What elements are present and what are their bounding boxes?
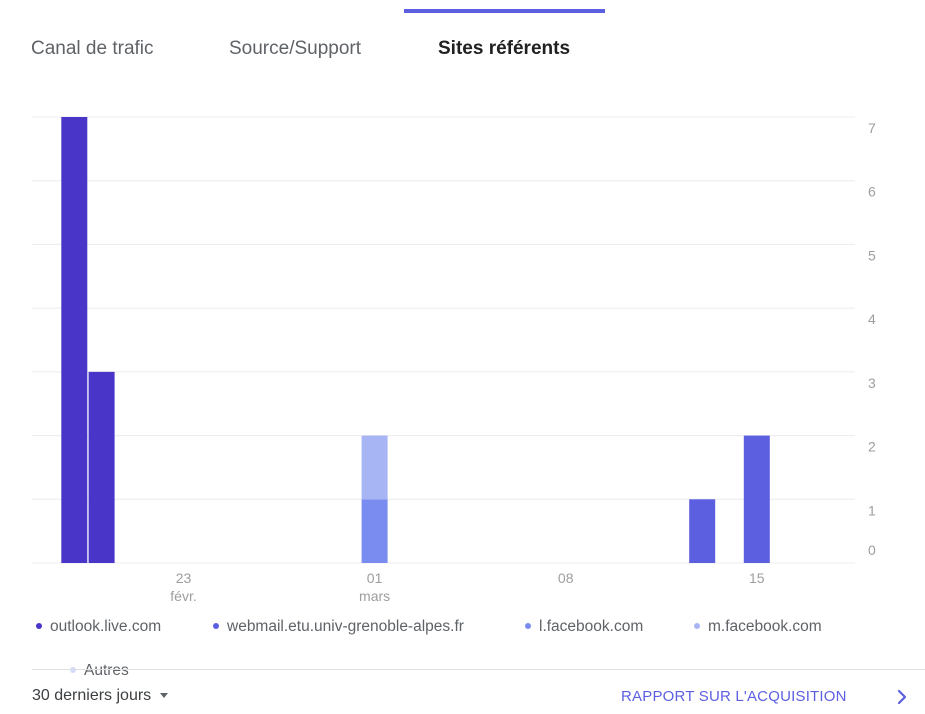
y-tick-label: 1 — [868, 502, 876, 518]
date-range-selector[interactable]: 30 derniers jours — [32, 687, 169, 705]
date-range-label: 30 derniers jours — [32, 687, 152, 704]
bar-segment — [689, 499, 716, 563]
y-tick-label: 4 — [868, 311, 876, 327]
legend-label: outlook.live.com — [50, 618, 162, 635]
y-tick-label: 0 — [868, 542, 876, 558]
tab-source-medium[interactable]: Source/Support — [229, 38, 362, 59]
chart-legend: outlook.live.com webmail.etu.univ-grenob… — [36, 618, 896, 688]
legend-dot-m-facebook — [694, 622, 700, 629]
legend-label: webmail.etu.univ-grenoble-alpes.fr — [227, 618, 464, 635]
y-tick-label: 6 — [868, 184, 876, 200]
x-tick-sublabel: mars — [359, 588, 390, 604]
x-tick-label: 01 — [367, 570, 383, 586]
bar-segment — [361, 435, 388, 500]
legend-item-autres[interactable]: Autres — [70, 662, 129, 680]
x-tick-label: 23 — [176, 570, 192, 586]
y-tick-label: 7 — [868, 120, 876, 136]
legend-label: l.facebook.com — [539, 618, 644, 635]
y-tick-label: 5 — [868, 247, 876, 263]
legend-item-l-facebook[interactable]: l.facebook.com — [525, 618, 643, 636]
bar-segment — [743, 435, 770, 563]
y-tick-label: 2 — [868, 439, 876, 455]
tab-traffic-channel[interactable]: Canal de trafic — [31, 38, 154, 59]
bar-segment — [361, 499, 388, 563]
y-tick-label: 3 — [868, 375, 876, 391]
legend-item-m-facebook[interactable]: m.facebook.com — [694, 618, 822, 636]
chevron-right-icon[interactable] — [894, 689, 910, 705]
tab-bar: Canal de trafic Source/Support Sites réf… — [0, 0, 925, 70]
referral-chart: 7 6 5 4 3 2 1 0 23 févr. 01 mars 08 15 — [32, 116, 876, 604]
tab-referral-sites[interactable]: Sites référents — [438, 38, 571, 59]
acquisition-report-link[interactable]: RAPPORT SUR L'ACQUISITION — [621, 688, 847, 705]
legend-dot-outlook — [36, 622, 42, 629]
caret-down-icon — [160, 693, 169, 699]
legend-label: m.facebook.com — [708, 618, 822, 635]
bar-segment — [88, 371, 115, 563]
bar-segment — [61, 117, 88, 563]
footer-divider — [32, 669, 925, 670]
active-tab-indicator — [404, 9, 605, 13]
legend-label: Autres — [84, 662, 129, 679]
legend-dot-l-facebook — [525, 622, 531, 629]
x-tick-label: 08 — [558, 570, 574, 586]
x-tick-sublabel: févr. — [170, 588, 196, 604]
legend-item-outlook[interactable]: outlook.live.com — [36, 618, 161, 636]
legend-dot-webmail — [213, 622, 219, 629]
x-tick-label: 15 — [749, 570, 765, 586]
legend-item-webmail[interactable]: webmail.etu.univ-grenoble-alpes.fr — [213, 618, 464, 636]
